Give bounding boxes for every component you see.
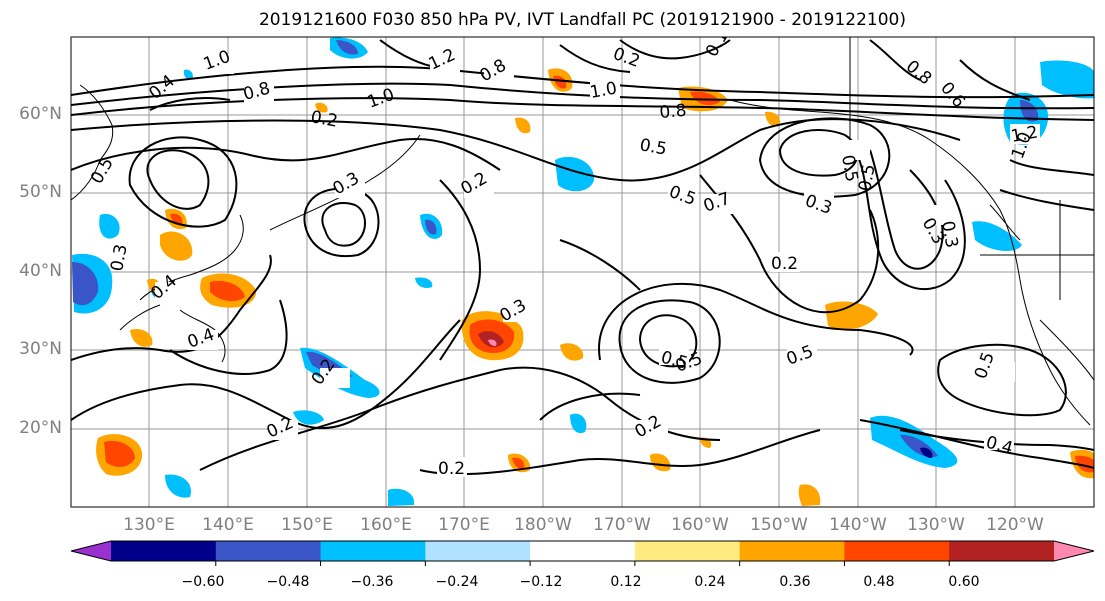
colorbar-segment: [320, 541, 426, 561]
lon-label-130e: 130°E: [123, 515, 175, 535]
contour-label: 0.3: [107, 243, 131, 273]
colorbar-tick-label: 0.12: [610, 574, 642, 590]
lat-label-20n: 20°N: [19, 418, 62, 438]
contour-label: 0.8: [659, 101, 688, 123]
lon-label-140e: 140°E: [202, 515, 254, 535]
lon-label-160e: 160°E: [360, 515, 412, 535]
colorbar-segment: [844, 541, 950, 561]
colorbar: [70, 540, 1095, 566]
lon-label-130w: 130°W: [907, 515, 965, 535]
lon-label-160w: 160°W: [671, 515, 729, 535]
lon-label-170e: 170°E: [438, 515, 490, 535]
lat-label-40n: 40°N: [19, 261, 62, 281]
contour-label: 0.5: [837, 153, 861, 183]
colorbar-extend-high: [1054, 541, 1094, 561]
colorbar-segment: [111, 541, 217, 561]
colorbar-segment: [634, 541, 741, 561]
lon-label-120w: 120°W: [986, 515, 1044, 535]
colorbar-tick-label: 0.60: [948, 574, 980, 590]
contour-label: 0.2: [771, 254, 798, 274]
figure-title: 2019121600 F030 850 hPa PV, IVT Landfall…: [258, 10, 906, 30]
colorbar-segment: [739, 541, 845, 561]
lon-label-170w: 170°W: [593, 515, 651, 535]
lon-label-140w: 140°W: [829, 515, 887, 535]
colorbar-tick-label: −0.60: [181, 574, 225, 590]
pc-fill-positive: [96, 68, 1094, 506]
lon-label-180w: 180°W: [514, 515, 572, 535]
colorbar-tick-label: −0.12: [519, 574, 563, 590]
colorbar-tick-label: 0.48: [863, 574, 895, 590]
contour-label: 0.2: [438, 459, 465, 479]
contour-label-group: [155, 52, 1040, 477]
map-frame: [70, 36, 1095, 508]
colorbar-tick-label: 0.24: [694, 574, 726, 590]
lon-label-150w: 150°W: [750, 515, 808, 535]
colorbar-segment: [425, 541, 531, 561]
colorbar-tick-label: −0.48: [266, 574, 310, 590]
colorbar-tick-label: 0.36: [779, 574, 811, 590]
colorbar-extend-low: [71, 541, 111, 561]
lat-label-50n: 50°N: [19, 182, 62, 202]
colorbar-outline: [70, 540, 1095, 562]
lat-label-30n: 30°N: [19, 339, 62, 359]
colorbar-segment: [530, 541, 636, 561]
colorbar-tick-label: −0.24: [435, 574, 479, 590]
coastlines: [71, 37, 1094, 426]
contour-label: 0.5: [855, 163, 879, 193]
lat-label-60n: 60°N: [19, 104, 62, 124]
colorbar-segment: [215, 541, 322, 561]
colorbar-tick-label: −0.36: [350, 574, 394, 590]
colorbar-segment: [949, 541, 1055, 561]
lon-label-150e: 150°E: [281, 515, 333, 535]
contour-label: 0.3: [937, 219, 961, 249]
contour-label: 1.0: [588, 79, 618, 103]
contour-label: 0.2: [309, 107, 339, 131]
contour-label: 1.2: [1009, 123, 1039, 147]
contour-label: 0.5: [638, 135, 668, 159]
